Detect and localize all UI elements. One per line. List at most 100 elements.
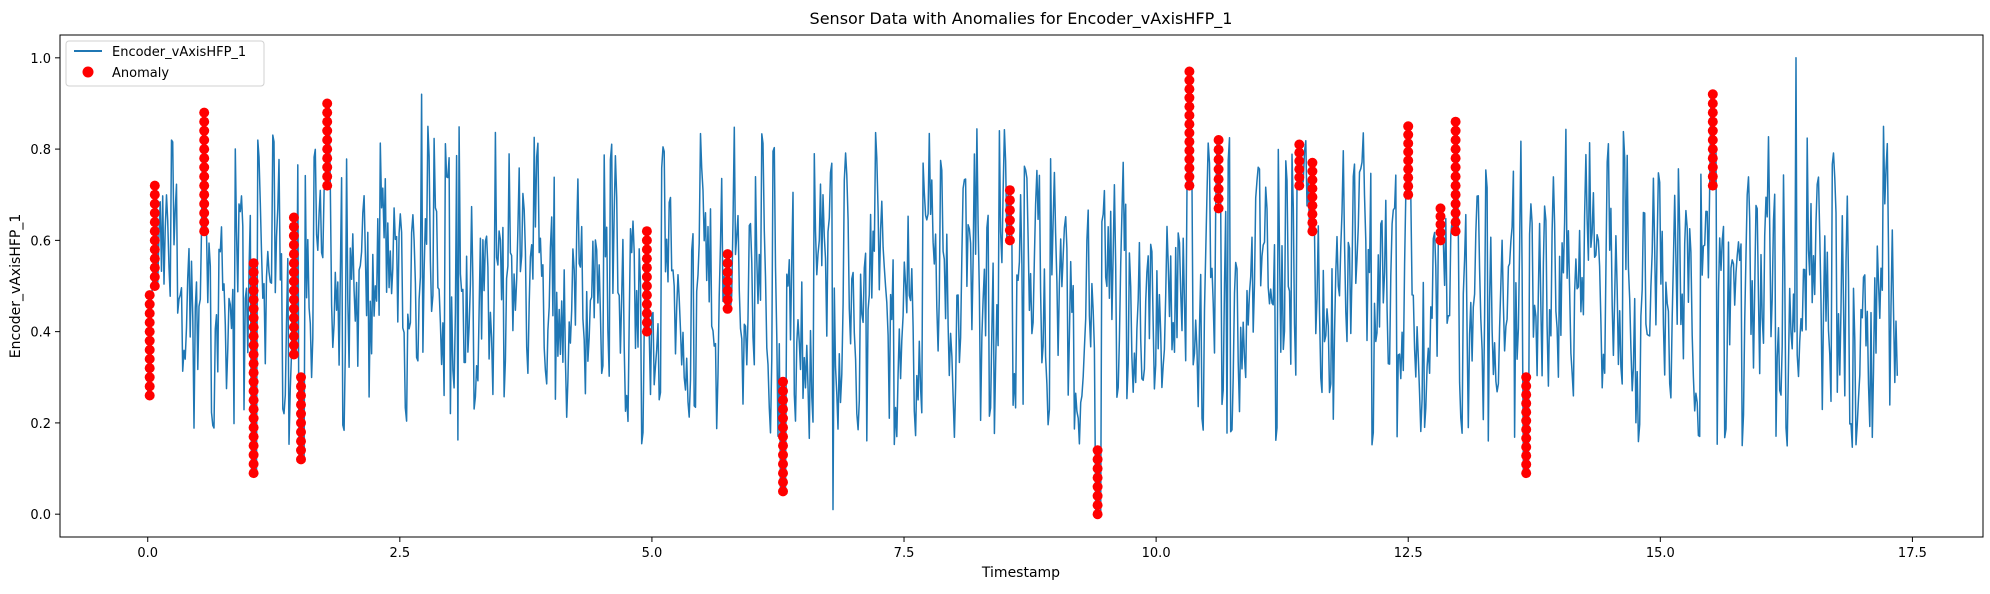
anomaly-point [288,221,299,232]
anomaly-point [149,208,160,218]
y-axis-label: Encoder_vAxisHFP_1 [8,214,24,359]
anomaly-point [149,235,160,246]
x-tick-label: 5.0 [642,546,663,561]
anomaly-point [778,413,788,424]
anomaly-point [1294,147,1305,158]
anomaly-point [1521,407,1532,418]
anomaly-point [149,189,160,200]
anomaly-point [722,285,733,296]
anomaly-point [778,404,788,415]
anomaly-point [1004,215,1015,226]
y-tick-label: 0.4 [30,326,51,341]
legend: Encoder_vAxisHFP_1 Anomaly [65,40,265,87]
anomaly-point [1707,125,1718,136]
anomaly-point [641,244,652,255]
plot-frame [59,34,1984,538]
anomaly-point [1092,463,1103,474]
anomaly-point [248,312,259,323]
anomaly-point [248,340,259,351]
anomaly-point [199,116,210,127]
chart-title: Sensor Data with Anomalies for Encoder_v… [810,9,1233,29]
legend-box [65,40,265,87]
anomaly-point [1092,509,1103,520]
anomaly-point [778,376,788,387]
anomaly-cluster [1450,116,1461,237]
anomaly-point [288,285,299,296]
anomaly-point [1307,166,1318,177]
anomaly-point [778,386,788,396]
anomaly-point [248,386,259,396]
anomaly-point [641,317,652,328]
anomaly-point [1294,139,1305,150]
anomaly-cluster [1707,89,1718,191]
anomaly-point [1521,389,1532,400]
anomaly-point [149,262,160,273]
anomaly-point [1521,381,1532,391]
anomaly-point [288,331,299,342]
anomaly-point [1403,155,1414,166]
anomaly-point [1307,192,1318,202]
anomaly-point [1184,66,1195,77]
anomaly-point [1184,119,1195,130]
anomaly-point [288,349,299,360]
anomaly-point [1450,116,1461,127]
anomaly-cluster [1213,135,1224,214]
anomaly-point [641,262,652,273]
anomaly-point [296,390,306,401]
anomaly-point [641,299,652,310]
anomaly-point [1184,145,1195,156]
anomaly-point [1184,92,1195,103]
anomaly-point [1403,129,1414,140]
anomaly-point [1403,138,1414,149]
anomaly-point [1004,235,1015,246]
anomaly-point [248,358,259,369]
anomaly-point [322,144,333,155]
anomaly-point [288,276,299,287]
anomaly-point [1004,225,1015,236]
anomaly-point [1184,84,1195,95]
anomaly-point [296,381,306,392]
anomaly-point [1294,172,1305,183]
anomaly-point [288,258,299,269]
anomaly-point [248,395,259,406]
anomaly-point [722,249,733,260]
anomaly-cluster [722,249,733,314]
anomaly-point [1184,180,1195,191]
anomaly-point [641,253,652,264]
anomaly-point [722,276,733,287]
x-tick-label: 15.0 [1646,546,1675,561]
anomaly-point [1184,127,1195,138]
anomaly-point [248,440,259,451]
anomaly-point [199,226,210,237]
anomaly-point [1294,156,1305,166]
anomaly-cluster [149,180,160,291]
legend-anomaly-label: Anomaly [112,66,169,81]
anomaly-point [296,408,306,419]
anomaly-point [248,413,259,424]
anomaly-point [144,390,155,401]
anomaly-point [1004,185,1015,196]
anomaly-point [722,258,733,269]
anomaly-point [288,322,299,333]
anomaly-point [149,217,160,228]
anomaly-point [288,340,299,351]
anomaly-point [322,98,333,109]
anomaly-point [1184,136,1195,147]
anomaly-point [1184,75,1195,86]
anomaly-point [144,372,155,383]
anomaly-cluster [199,107,210,237]
anomaly-point [641,308,652,319]
anomaly-point [248,431,259,442]
anomaly-point [199,107,210,118]
anomaly-point [248,468,259,479]
anomaly-point [149,271,160,282]
anomaly-cluster [1307,157,1318,237]
legend-anomaly-swatch [82,66,94,78]
anomaly-point [248,303,259,314]
anomaly-point [322,153,333,164]
anomaly-point [144,317,155,328]
anomaly-point [288,239,299,250]
anomaly-point [1707,171,1718,182]
anomaly-point [1092,472,1103,483]
anomaly-point [1307,183,1318,194]
